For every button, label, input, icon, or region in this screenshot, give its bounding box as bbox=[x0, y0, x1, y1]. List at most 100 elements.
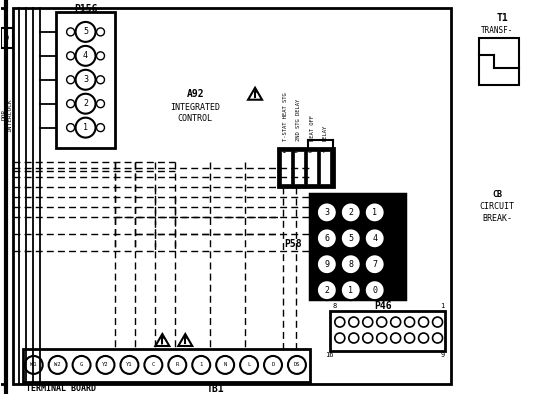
Circle shape bbox=[391, 317, 401, 327]
Circle shape bbox=[264, 356, 282, 374]
Circle shape bbox=[25, 356, 43, 374]
Circle shape bbox=[192, 356, 210, 374]
Bar bbox=[452, 0, 553, 394]
Text: BREAK-: BREAK- bbox=[483, 214, 512, 223]
Text: 3: 3 bbox=[324, 208, 330, 217]
Circle shape bbox=[66, 100, 75, 108]
Circle shape bbox=[66, 28, 75, 36]
Text: T1: T1 bbox=[496, 13, 508, 23]
Text: P46: P46 bbox=[374, 301, 392, 311]
Bar bbox=[310, 194, 404, 299]
Text: L: L bbox=[248, 363, 251, 367]
Text: 5: 5 bbox=[348, 234, 353, 243]
Circle shape bbox=[365, 228, 384, 248]
Text: 9: 9 bbox=[324, 260, 330, 269]
Circle shape bbox=[335, 317, 345, 327]
Text: ₁: ₁ bbox=[160, 342, 165, 348]
Text: CONTROL: CONTROL bbox=[178, 114, 213, 123]
Text: 9: 9 bbox=[440, 352, 445, 358]
Circle shape bbox=[145, 356, 162, 374]
Text: RELAY: RELAY bbox=[323, 124, 328, 141]
Circle shape bbox=[419, 317, 429, 327]
Circle shape bbox=[404, 317, 414, 327]
Circle shape bbox=[216, 356, 234, 374]
Text: 3: 3 bbox=[83, 75, 88, 84]
Circle shape bbox=[120, 356, 138, 374]
Text: 1: 1 bbox=[372, 208, 377, 217]
Circle shape bbox=[341, 254, 361, 274]
Circle shape bbox=[66, 52, 75, 60]
Text: 16: 16 bbox=[326, 352, 334, 358]
Bar bbox=[479, 38, 519, 85]
Circle shape bbox=[317, 254, 337, 274]
Text: HEAT OFF: HEAT OFF bbox=[310, 115, 315, 141]
Circle shape bbox=[96, 52, 105, 60]
Text: 4: 4 bbox=[83, 51, 88, 60]
Circle shape bbox=[391, 333, 401, 343]
Text: 5: 5 bbox=[83, 27, 88, 36]
Circle shape bbox=[433, 317, 443, 327]
Text: 1: 1 bbox=[440, 303, 445, 309]
Text: Y1: Y1 bbox=[126, 363, 132, 367]
Circle shape bbox=[75, 46, 95, 66]
Text: T-STAT HEAT STG: T-STAT HEAT STG bbox=[283, 92, 288, 141]
Circle shape bbox=[404, 333, 414, 343]
Polygon shape bbox=[178, 334, 192, 346]
Text: 4: 4 bbox=[321, 148, 325, 154]
Polygon shape bbox=[248, 88, 262, 100]
Text: N: N bbox=[223, 363, 227, 367]
Text: 2: 2 bbox=[348, 208, 353, 217]
Bar bbox=[1, 28, 13, 48]
Text: 1: 1 bbox=[83, 123, 88, 132]
Text: 6: 6 bbox=[324, 234, 330, 243]
Text: 2: 2 bbox=[294, 148, 298, 154]
Text: 7: 7 bbox=[372, 260, 377, 269]
Text: 3: 3 bbox=[308, 148, 312, 154]
Circle shape bbox=[365, 280, 384, 300]
Circle shape bbox=[317, 202, 337, 222]
Text: 8: 8 bbox=[333, 303, 337, 309]
Circle shape bbox=[365, 254, 384, 274]
Circle shape bbox=[96, 356, 115, 374]
Circle shape bbox=[335, 333, 345, 343]
Circle shape bbox=[75, 118, 95, 137]
Text: CB: CB bbox=[493, 190, 502, 199]
Polygon shape bbox=[155, 334, 170, 346]
Text: 2: 2 bbox=[83, 99, 88, 108]
Bar bbox=[278, 148, 334, 188]
Circle shape bbox=[73, 356, 90, 374]
Circle shape bbox=[96, 124, 105, 132]
Text: DS: DS bbox=[294, 363, 300, 367]
Circle shape bbox=[75, 94, 95, 114]
Circle shape bbox=[317, 228, 337, 248]
Text: R: R bbox=[176, 363, 179, 367]
Text: 2ND STG DELAY: 2ND STG DELAY bbox=[296, 98, 301, 141]
Text: 8: 8 bbox=[348, 260, 353, 269]
Bar bbox=[307, 150, 317, 184]
Text: Y2: Y2 bbox=[102, 363, 109, 367]
Circle shape bbox=[363, 317, 373, 327]
Text: TERMINAL BOARD: TERMINAL BOARD bbox=[25, 384, 96, 393]
Circle shape bbox=[288, 356, 306, 374]
Bar bbox=[281, 150, 291, 184]
Text: 1: 1 bbox=[348, 286, 353, 295]
Circle shape bbox=[49, 356, 66, 374]
Circle shape bbox=[96, 100, 105, 108]
Circle shape bbox=[365, 202, 384, 222]
Text: 1: 1 bbox=[281, 148, 285, 154]
Text: 0: 0 bbox=[372, 286, 377, 295]
Text: 1: 1 bbox=[199, 363, 203, 367]
Text: ₂: ₂ bbox=[177, 342, 181, 348]
Circle shape bbox=[96, 76, 105, 84]
Text: P156: P156 bbox=[74, 4, 98, 14]
Text: A92: A92 bbox=[187, 89, 204, 99]
Circle shape bbox=[433, 333, 443, 343]
Circle shape bbox=[341, 202, 361, 222]
Circle shape bbox=[377, 317, 387, 327]
Text: P58: P58 bbox=[284, 239, 302, 249]
Circle shape bbox=[75, 22, 95, 42]
Circle shape bbox=[341, 228, 361, 248]
Circle shape bbox=[75, 70, 95, 90]
Circle shape bbox=[349, 333, 359, 343]
Text: G: G bbox=[80, 363, 83, 367]
